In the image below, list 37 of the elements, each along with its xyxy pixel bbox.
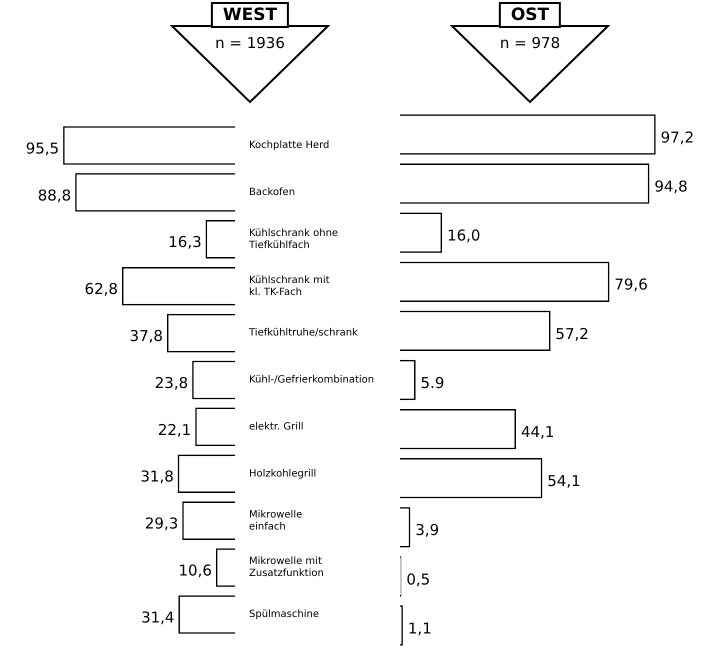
y-tick-label: Kühl-/Gefrierkombination xyxy=(249,374,374,386)
chart-title: OST xyxy=(498,2,562,28)
data-label: 31,4 xyxy=(141,608,174,626)
y-tick-label: Holzkohlegrill xyxy=(249,468,316,480)
data-label: 3,9 xyxy=(415,521,440,540)
data-label: 44,1 xyxy=(520,422,554,441)
data-label: 10,6 xyxy=(178,562,212,580)
chart-subtitle: n = 1936 xyxy=(214,34,286,52)
data-label: 95,5 xyxy=(26,139,60,158)
chart-subtitle: n = 978 xyxy=(498,34,562,52)
y-tick-label: Mikrowelle mit Zusatzfunktion xyxy=(249,556,324,580)
data-label: 62,8 xyxy=(84,280,118,298)
y-tick-label: Mikrowelle einfach xyxy=(249,509,302,532)
y-tick-label: Tiefkühltruhe/schrank xyxy=(248,328,358,339)
data-label: 29,3 xyxy=(144,514,178,533)
y-tick-label: Spülmaschine xyxy=(249,609,319,620)
data-label: 31,8 xyxy=(140,468,174,486)
y-tick-label: Kochplatte Herd xyxy=(249,140,330,152)
data-label: 54,1 xyxy=(547,472,581,490)
data-label: 22,1 xyxy=(158,420,192,439)
data-label: 23,8 xyxy=(154,374,188,392)
data-label: 94,8 xyxy=(654,178,688,196)
data-label: 0,5 xyxy=(406,570,430,588)
data-label: 16,0 xyxy=(447,226,480,245)
data-label: 37,8 xyxy=(130,326,163,345)
data-label: 57,2 xyxy=(555,324,589,343)
y-tick-label: elektr. Grill xyxy=(249,422,304,433)
data-label: 79,6 xyxy=(614,276,648,294)
data-label: 1,1 xyxy=(408,619,432,638)
y-tick-label: Backofen xyxy=(249,186,296,198)
data-label: 88,8 xyxy=(38,186,72,204)
chart-title: WEST xyxy=(210,2,290,28)
data-label: 16,3 xyxy=(168,233,202,252)
y-tick-label: Kühlschrank ohne Tiefkühlfach xyxy=(248,228,338,251)
data-label: 5.9 xyxy=(420,374,444,392)
y-tick-label: Kühlschrank mit kl. TK-Fach xyxy=(249,274,330,298)
data-label: 97,2 xyxy=(660,128,694,146)
